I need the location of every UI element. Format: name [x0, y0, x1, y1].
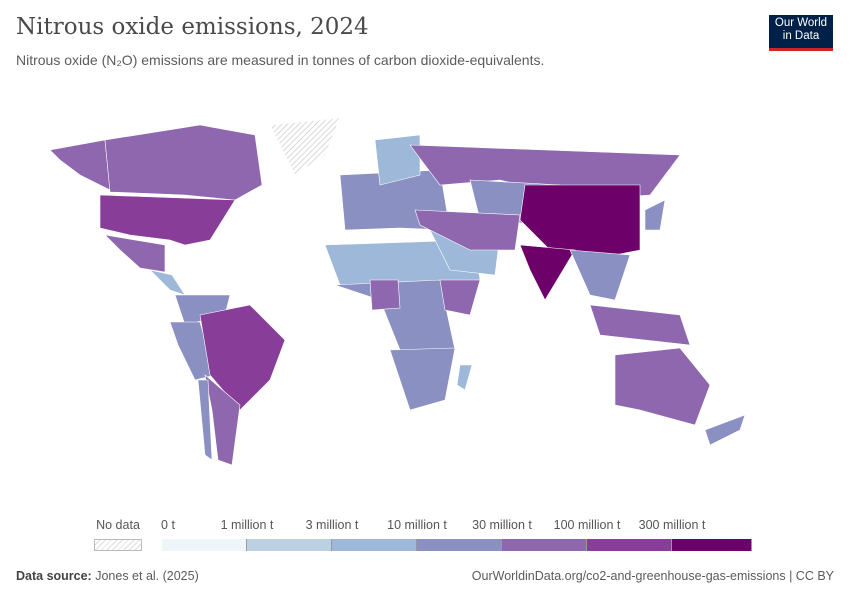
legend-bin[interactable]	[332, 539, 417, 551]
legend-no-data-label: No data	[96, 518, 140, 532]
source-text[interactable]: Jones et al. (2025)	[95, 569, 199, 583]
chart-title: Nitrous oxide emissions, 2024	[16, 14, 369, 40]
legend-bin[interactable]	[417, 539, 502, 551]
country-alaska[interactable]	[49, 139, 111, 191]
legend-bin[interactable]	[162, 539, 247, 551]
country-japan[interactable]	[644, 199, 666, 231]
legend-tick-label: 100 million t	[553, 518, 621, 532]
data-source: Data source: Jones et al. (2025)	[16, 569, 199, 583]
legend-no-data-swatch[interactable]	[94, 539, 142, 551]
country-madagascar[interactable]	[456, 364, 473, 391]
country-argentina[interactable]	[204, 374, 241, 466]
country-australia[interactable]	[614, 347, 711, 426]
country-new-zealand[interactable]	[704, 414, 746, 446]
country-central-america[interactable]	[149, 269, 186, 296]
footer-url[interactable]: OurWorldinData.org/co2-and-greenhouse-ga…	[471, 569, 834, 583]
country-southeast-asia[interactable]	[569, 249, 631, 301]
country-scandinavia[interactable]	[374, 134, 421, 186]
legend-tick-label: 10 million t	[387, 518, 447, 532]
country-southern-africa[interactable]	[389, 347, 456, 411]
country-iran-turkey[interactable]	[414, 209, 521, 251]
legend-tick-label: 3 million t	[305, 518, 359, 532]
source-label: Data source:	[16, 569, 92, 583]
country-greenland[interactable]	[269, 117, 341, 176]
country-indonesia[interactable]	[589, 304, 691, 346]
country-mexico[interactable]	[104, 234, 166, 273]
country-india[interactable]	[519, 244, 576, 301]
legend-tick-label: 300 million t	[638, 518, 706, 532]
legend-tick-label: 30 million t	[472, 518, 532, 532]
legend-tick-label: 0 t	[161, 518, 175, 532]
country-ethiopia[interactable]	[439, 279, 481, 316]
color-legend: No data 0 t 1 million t 3 million t 10 mill…	[0, 515, 850, 555]
chart-subtitle: Nitrous oxide (N₂O) emissions are measur…	[16, 52, 545, 68]
legend-bin[interactable]	[672, 539, 752, 551]
country-nigeria[interactable]	[369, 279, 401, 311]
country-canada[interactable]	[104, 124, 263, 201]
legend-bin[interactable]	[502, 539, 587, 551]
owid-logo[interactable]: Our World in Data	[769, 15, 833, 51]
world-map	[49, 117, 746, 466]
legend-tick-label: 1 million t	[220, 518, 274, 532]
country-usa[interactable]	[99, 194, 236, 246]
country-chile[interactable]	[197, 379, 213, 461]
legend-bin[interactable]	[587, 539, 672, 551]
legend-bin[interactable]	[247, 539, 332, 551]
country-brazil[interactable]	[199, 304, 286, 411]
